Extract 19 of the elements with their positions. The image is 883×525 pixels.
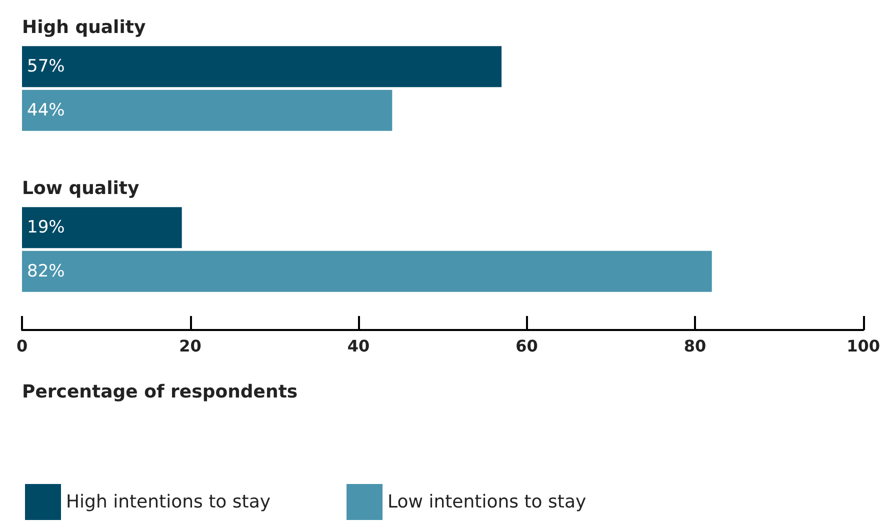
x-tick-label: 80: [684, 336, 706, 356]
x-tick-label: 60: [516, 336, 538, 356]
legend-label: Low intentions to stay: [388, 492, 586, 512]
bar: [22, 46, 502, 88]
data-label: 19%: [27, 218, 65, 238]
x-tick-label: 100: [846, 336, 880, 356]
y-tick-label: Low quality: [22, 178, 140, 199]
x-tick-label: 40: [347, 336, 370, 356]
bar: [22, 207, 182, 248]
data-label: 57%: [27, 56, 65, 77]
x-axis-title: Percentage of respondents: [22, 382, 298, 402]
data-label: 82%: [27, 261, 65, 282]
bar: [22, 250, 712, 292]
data-label: 44%: [27, 100, 65, 120]
y-tick-label: High quality: [22, 17, 146, 38]
x-tick-label: 0: [16, 336, 28, 356]
x-tick-label: 20: [179, 336, 202, 356]
legend-label: High intentions to stay: [66, 492, 271, 512]
bar: [22, 90, 392, 131]
